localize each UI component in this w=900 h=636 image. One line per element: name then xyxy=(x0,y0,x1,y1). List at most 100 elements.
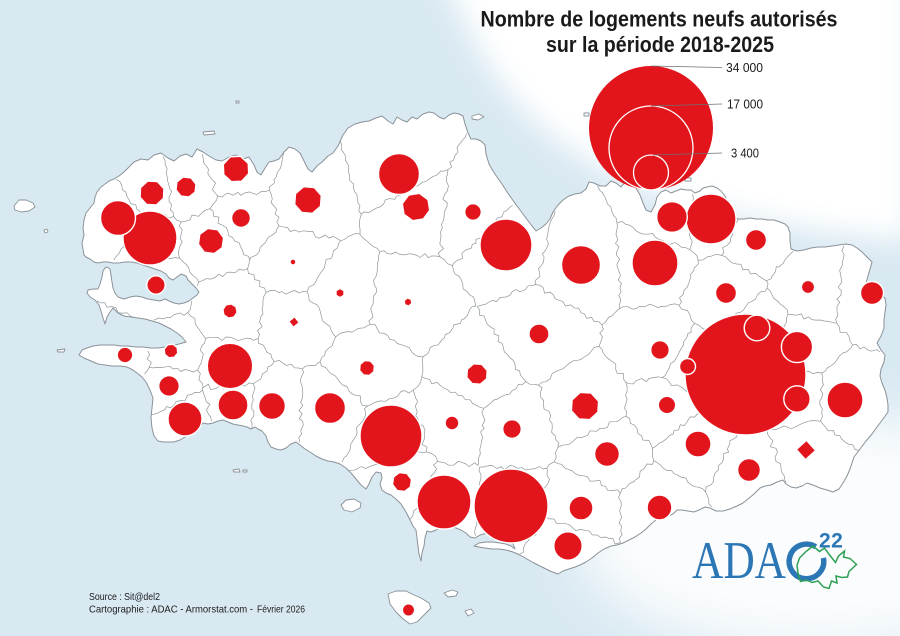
epci-border xyxy=(250,383,256,429)
epci-border xyxy=(319,361,368,407)
epci-border xyxy=(265,290,308,295)
epci-circle xyxy=(736,457,762,483)
map-title: Nombre de logements neufs autorisés sur … xyxy=(481,7,838,58)
epci-border xyxy=(302,361,321,370)
epci-border xyxy=(201,387,204,391)
epci-border xyxy=(177,221,183,259)
legend-leader-line xyxy=(650,103,723,107)
epci-border xyxy=(340,140,362,215)
epci-border xyxy=(661,323,695,378)
legend-label-17000: 17 000 xyxy=(727,97,763,112)
epci-border xyxy=(187,300,193,313)
epci-circle xyxy=(800,279,816,295)
epci-border xyxy=(173,216,182,223)
epci-border xyxy=(370,324,423,358)
epci-circle xyxy=(222,155,250,183)
epci-border xyxy=(598,324,604,347)
epci-border xyxy=(421,356,424,377)
adac-logo-department22-shape xyxy=(796,545,858,590)
epci-border xyxy=(452,265,477,307)
epci-border xyxy=(421,376,484,409)
epci-circle xyxy=(139,180,165,206)
epci-border xyxy=(625,376,663,385)
epci-border xyxy=(618,493,623,543)
epci-border xyxy=(144,367,150,375)
adac-logo-number: 22 xyxy=(819,530,843,553)
epci-border xyxy=(697,253,722,261)
epci-border xyxy=(252,361,275,385)
epci-border xyxy=(476,306,527,382)
epci-border xyxy=(653,460,706,493)
epci-border xyxy=(553,447,559,462)
epci-circle xyxy=(657,395,677,415)
cartography-text: Cartographie : ADAC - Armorstat.com - xyxy=(89,605,253,616)
island-groix xyxy=(340,498,362,513)
legend-leader-line xyxy=(650,65,723,68)
epci-circle xyxy=(743,314,771,342)
epci-border xyxy=(615,222,622,309)
epci-circle xyxy=(528,323,550,345)
epci-border xyxy=(422,305,476,358)
epci-border xyxy=(819,372,824,422)
epci-border xyxy=(545,516,621,545)
epci-circle xyxy=(678,357,697,376)
epci-border xyxy=(379,250,441,259)
island-batz xyxy=(202,130,216,136)
epci-border xyxy=(787,313,837,324)
epci-border xyxy=(477,408,486,466)
epci-border xyxy=(821,344,853,374)
epci-border xyxy=(447,133,467,170)
legend-label-34000: 34 000 xyxy=(726,60,763,75)
epci-border xyxy=(479,465,548,471)
epci-border xyxy=(162,156,175,217)
epci-border xyxy=(187,312,206,339)
epci-border xyxy=(298,368,304,443)
map-title-line1: Nombre de logements neufs autorisés xyxy=(481,7,838,32)
epci-border xyxy=(257,292,267,339)
epci-border xyxy=(217,189,270,198)
epci-circle xyxy=(685,193,737,245)
epci-border xyxy=(689,249,699,261)
epci-circle xyxy=(116,346,134,364)
epci-border xyxy=(766,287,789,315)
epci-border xyxy=(597,185,618,223)
epci-border xyxy=(179,257,199,283)
epci-border xyxy=(335,324,371,338)
epci-circle xyxy=(217,389,249,421)
epci-circle xyxy=(479,218,533,272)
legend-leader-line xyxy=(652,152,723,156)
epci-border xyxy=(554,461,621,494)
epci-border xyxy=(619,303,680,310)
epci-circle xyxy=(444,415,460,431)
epci-border xyxy=(766,250,794,282)
epci-border xyxy=(437,169,449,258)
epci-circle xyxy=(206,342,254,390)
epci-border xyxy=(181,208,211,223)
epci-border xyxy=(546,461,555,469)
epci-border xyxy=(306,291,336,338)
mainland-brittany xyxy=(78,111,889,575)
epci-border xyxy=(340,233,361,242)
epci-border xyxy=(652,448,655,461)
epci-border xyxy=(721,255,767,282)
island-molene xyxy=(43,228,49,234)
epci-border xyxy=(598,346,626,383)
epci-circle xyxy=(631,239,679,287)
island-islet-north xyxy=(235,100,240,104)
epci-border xyxy=(269,190,280,226)
epci-circle xyxy=(157,375,180,398)
epci-circle xyxy=(553,531,583,561)
epci-circle xyxy=(230,207,252,229)
epci-border xyxy=(426,451,438,462)
island-islet-stcast xyxy=(583,112,590,117)
epci-border xyxy=(601,308,620,326)
epci-border xyxy=(483,381,527,409)
island-brehat xyxy=(471,113,485,121)
epci-circle xyxy=(222,303,238,319)
epci-circle xyxy=(163,343,179,359)
epci-border xyxy=(202,154,218,196)
epci-circle xyxy=(290,259,296,265)
epci-border xyxy=(368,251,381,325)
epci-border xyxy=(437,460,479,467)
